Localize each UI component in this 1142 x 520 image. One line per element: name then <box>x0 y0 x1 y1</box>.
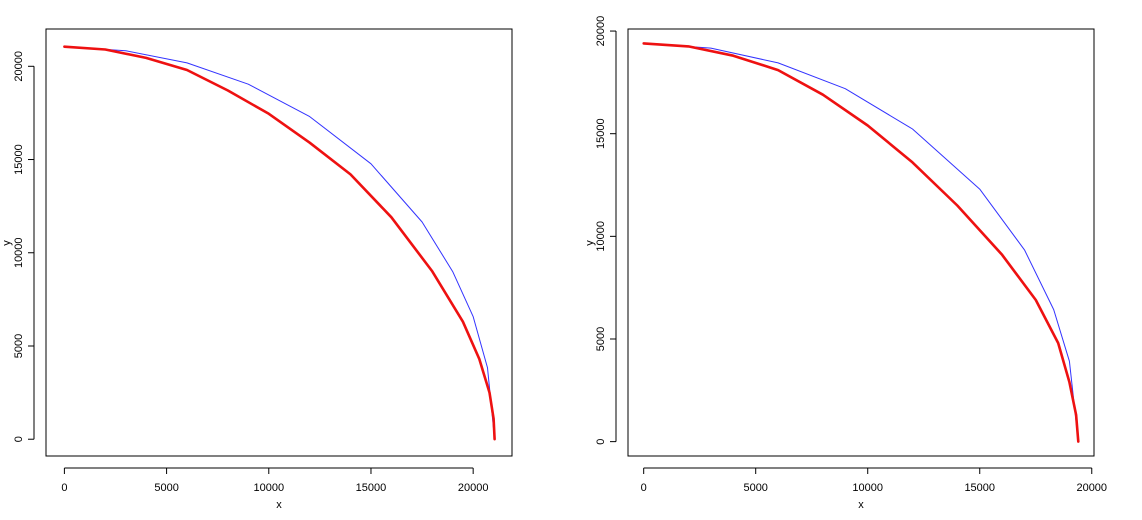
right-chart-panel: 0 5000 10000 15000 20000 0 5000 10000 15000 20000… <box>584 16 1107 511</box>
left-y-tick-label: 10000 <box>13 237 25 268</box>
left-y-tick-label: 20000 <box>13 51 25 82</box>
left-blue-series-line <box>63 46 496 440</box>
left-y-tick-label: 15000 <box>13 144 25 175</box>
right-y-tick-label: 15000 <box>595 118 607 149</box>
left-x-tick-label: 0 <box>61 482 67 494</box>
left-y-axis-title: y <box>1 240 13 246</box>
right-x-tick-label: 20000 <box>1076 482 1107 494</box>
right-y-axis-title: y <box>584 240 596 246</box>
left-x-axis-title: x <box>276 499 282 511</box>
left-x-tick-label: 20000 <box>458 482 489 494</box>
right-y-tick-label: 10000 <box>595 221 607 252</box>
right-y-tick-label: 5000 <box>595 327 607 351</box>
left-y-tick-label: 0 <box>13 436 25 442</box>
right-x-tick-label: 5000 <box>743 482 767 494</box>
left-plot-frame <box>45 28 513 457</box>
right-x-tick-label: 0 <box>641 482 647 494</box>
right-x-tick-label: 10000 <box>852 482 883 494</box>
right-x-tick-label: 15000 <box>964 482 995 494</box>
right-y-tick-label: 0 <box>595 439 607 445</box>
left-x-tick-label: 10000 <box>253 482 284 494</box>
right-y-tick-label: 20000 <box>595 16 607 47</box>
right-x-axis-title: x <box>858 499 864 511</box>
left-x-tick-label: 5000 <box>154 482 178 494</box>
right-blue-series-line <box>643 42 1079 443</box>
left-red-series-line <box>63 45 496 441</box>
right-plot-frame <box>627 28 1095 457</box>
left-x-tick-label: 15000 <box>356 482 387 494</box>
right-red-series-line <box>642 42 1080 443</box>
left-chart-panel: 0 5000 10000 15000 20000 0 5000 10000 15000 20000… <box>1 28 513 511</box>
left-y-tick-label: 5000 <box>13 334 25 358</box>
